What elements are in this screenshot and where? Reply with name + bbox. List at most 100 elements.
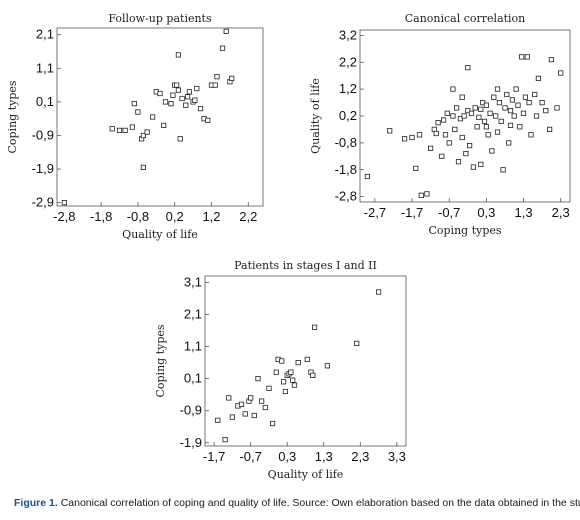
plot-2-data-point — [509, 97, 516, 103]
plot-1-data-point — [194, 85, 200, 92]
plot-3-title: Patients in stages I and II — [234, 259, 377, 272]
plot-2-data-point — [487, 110, 493, 116]
plot-2-data-point — [453, 105, 460, 111]
plot-1-data-point — [135, 109, 141, 115]
plot-2-data-point — [496, 100, 503, 106]
plot-1-data-point — [61, 199, 68, 206]
plot-1-data-point — [170, 92, 176, 98]
plot-2-ytick-label: -2,8 — [335, 189, 357, 204]
plot-3-data-point — [279, 358, 285, 364]
plot-3-data-point — [311, 324, 318, 330]
plot-2-data-point — [558, 70, 564, 76]
plot-2-data-point — [526, 100, 532, 106]
plot-3-data-point — [266, 385, 272, 391]
plot-3-data-point — [226, 395, 232, 401]
plot-1-xtick-label: -0,8 — [127, 209, 149, 224]
plot-3-y-axis-label: Coping types — [154, 324, 167, 397]
plot-2-data-point — [524, 54, 530, 60]
plot-3-data-point — [269, 420, 276, 427]
plot-3-data-point — [304, 356, 310, 363]
plot-1-data-point — [140, 164, 146, 170]
plot-1-data-point — [179, 95, 185, 102]
plot-2-data-point — [478, 161, 484, 167]
plot-2-ytick-label: 0,2 — [339, 108, 357, 123]
plot-1-data-point — [116, 127, 123, 133]
figure-caption: Figure 1. Canonical correlation of copin… — [14, 497, 580, 509]
plot-2-data-point — [485, 132, 491, 138]
plot-3-xtick-label: 3,3 — [388, 449, 406, 464]
plot-2-data-point — [532, 91, 538, 98]
plot-3-data-point — [248, 395, 254, 401]
plot-2-data-point — [522, 94, 529, 100]
plot-1-data-point — [205, 117, 211, 123]
plot-1-data-point — [157, 90, 163, 97]
plot-3-data-point — [280, 379, 287, 385]
plot-2-data-point — [554, 105, 560, 111]
plot-2-data-point — [494, 129, 501, 135]
plot-2-data-point — [444, 110, 450, 116]
plot-3-data-point — [258, 398, 265, 404]
plot-2-data-point — [439, 153, 445, 159]
plot-3-ytick-label: -1,9 — [180, 435, 202, 450]
plot-2-data-point — [483, 102, 490, 108]
plot-3-data-point — [291, 382, 298, 388]
plot-2-data-point — [463, 150, 469, 157]
plot-3-xtick-label: -0,7 — [239, 449, 261, 464]
plot-2-data-point — [481, 118, 488, 124]
plot-2-y-axis-label: Quality of life — [309, 78, 322, 154]
plot-3-x-axis-label: Quality of life — [268, 468, 344, 481]
plot-2-data-point — [452, 126, 458, 132]
plot-3-data-point — [282, 388, 289, 395]
plot-3-xtick-label: 1,3 — [315, 449, 333, 464]
plot-2-data-point — [519, 54, 525, 60]
plot-1-ytick-label: 2,1 — [36, 27, 54, 42]
plot-3-data-point — [324, 363, 331, 369]
plot-2-data-point — [450, 86, 456, 92]
plot-2-data-point — [465, 65, 471, 71]
plot-2-data-point — [364, 173, 371, 180]
plot-2-data-point — [470, 164, 477, 170]
plot-2-data-point — [455, 159, 462, 165]
plot-2-data-point — [459, 94, 465, 100]
plot-1-ytick-label: 0,1 — [36, 94, 54, 109]
plot-3-ytick-label: 3,1 — [184, 274, 202, 289]
plot-1-data-point — [223, 28, 229, 35]
plot-2-ytick-label: 2,2 — [339, 54, 357, 69]
plot-2-data-point — [483, 124, 490, 130]
plot-2-title: Canonical correlation — [405, 12, 526, 25]
plot-3-data-point — [215, 417, 221, 423]
plot-1-ytick-label: -1,9 — [32, 161, 54, 176]
plot-2-data-point — [507, 122, 514, 128]
plot-2-data-point — [533, 113, 540, 119]
plot-2-data-point — [476, 114, 482, 120]
plot-1-data-point — [162, 99, 169, 105]
plot-2-data-point — [440, 117, 447, 123]
plot-2-data-point — [543, 108, 549, 114]
plot-1-data-point — [109, 126, 115, 132]
plot-1-data-point — [186, 89, 192, 95]
plot-2-data-point — [517, 124, 523, 130]
plot-2-xtick-label: 0,3 — [477, 205, 495, 220]
plot-3-data-point — [262, 404, 268, 411]
plot-2-data-point — [435, 120, 441, 126]
plot-3-data-point — [288, 369, 294, 375]
plot-2-data-point — [401, 136, 408, 142]
plot-1-ytick-label: -0,9 — [32, 127, 54, 142]
plot-2-data-point — [450, 113, 456, 119]
plot-1-xtick-label: 1,2 — [202, 209, 220, 224]
plot-2-data-point — [507, 108, 514, 114]
plot-2-data-point — [418, 192, 424, 198]
plot-2-data-point — [493, 113, 499, 119]
plot-1-data-point — [140, 132, 146, 139]
plot-2-data-point — [489, 148, 495, 154]
plot-2-data-point — [539, 100, 545, 106]
plot-3-data-point — [310, 372, 316, 379]
plot-2-data-point — [442, 132, 449, 138]
plot-1-xtick-label: -1,8 — [90, 209, 112, 224]
caption-text: Canonical correlation of coping and qual… — [60, 497, 580, 509]
plot-3-ytick-label: 1,1 — [184, 339, 202, 354]
plot-3-data-point — [242, 411, 248, 417]
plot-3-xtick-label: -1,7 — [203, 449, 225, 464]
plot-2-data-point — [528, 132, 534, 138]
plot-2-data-point — [513, 86, 519, 92]
